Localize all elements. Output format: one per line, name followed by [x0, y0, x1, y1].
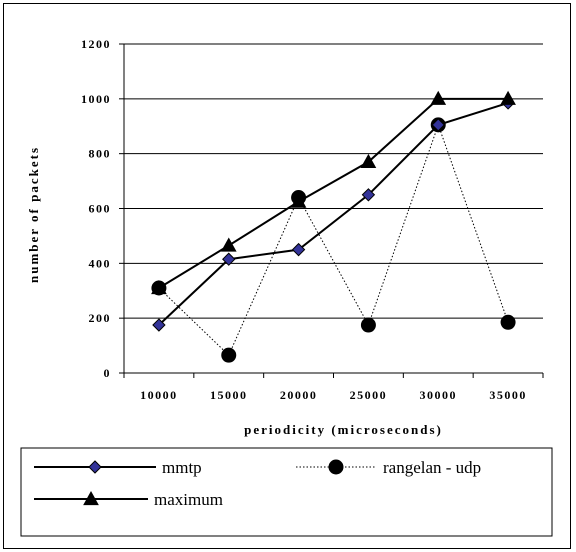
- x-axis-title: periodicity (microseconds): [244, 422, 443, 437]
- data-point-rangelan-udp: [360, 317, 376, 333]
- x-tick-label: 20000: [280, 388, 318, 402]
- x-tick-label: 35000: [489, 388, 527, 402]
- x-tick-label: 15000: [210, 388, 248, 402]
- y-tick-label: 200: [89, 311, 112, 325]
- series-layer: [151, 90, 516, 363]
- data-point-rangelan-udp: [500, 314, 516, 330]
- y-tick-label: 800: [89, 147, 112, 161]
- legend-label-mmtp: mmtp: [162, 458, 202, 477]
- series-line-maximum: [158, 97, 509, 289]
- data-point-maximum: [290, 193, 307, 208]
- x-tick-label: 25000: [350, 388, 388, 402]
- legend-marker-shape: [83, 490, 99, 506]
- legend-label-maximum: maximum: [154, 490, 223, 509]
- data-point-maximum: [500, 90, 516, 105]
- series-rangelan-udp: [151, 117, 516, 363]
- y-tick-labels: 0 200 400 600 800 1000 1200: [81, 37, 112, 380]
- legend-box: [20, 447, 553, 537]
- data-point-maximum: [360, 153, 377, 168]
- data-point-mmtp: [361, 188, 376, 202]
- axes: [119, 43, 544, 378]
- data-point-mmtp: [431, 118, 445, 132]
- data-point-mmtp: [291, 242, 306, 257]
- x-tick-label: 10000: [140, 388, 178, 402]
- data-point-mmtp: [222, 252, 236, 266]
- series-mmtp: [152, 96, 515, 332]
- y-tick-label: 0: [104, 366, 112, 380]
- data-point-maximum: [220, 237, 237, 252]
- data-point-maximum: [430, 90, 447, 105]
- y-tick-label: 1000: [81, 92, 111, 106]
- legend-marker-shape: [88, 460, 102, 474]
- legend-marker-rangelan-udp: [328, 459, 344, 475]
- legend-label-rangelan-udp: rangelan - udp: [383, 458, 481, 477]
- series-line-mmtp: [158, 101, 509, 326]
- legend-marker-mmtp: [88, 460, 102, 474]
- data-point-mmtp: [152, 318, 166, 332]
- y-tick-label: 1200: [81, 37, 111, 51]
- y-tick-label: 600: [89, 202, 112, 216]
- data-point-maximum: [151, 279, 167, 295]
- series-line-rangelan-udp: [158, 123, 509, 357]
- series-maximum: [151, 90, 516, 295]
- data-point-rangelan-udp: [221, 347, 237, 363]
- y-axis-title: number of packets: [26, 146, 41, 283]
- legend-marker-shape: [328, 459, 344, 475]
- x-tick-labels: 10000 15000 20000 25000 30000 35000: [140, 388, 527, 402]
- y-tick-label: 400: [89, 256, 112, 270]
- legend-marker-maximum: [83, 490, 99, 506]
- x-tick-label: 30000: [420, 388, 458, 402]
- grid-lines: [124, 43, 543, 319]
- legend: mmtp rangelan - udp maximum: [20, 447, 553, 537]
